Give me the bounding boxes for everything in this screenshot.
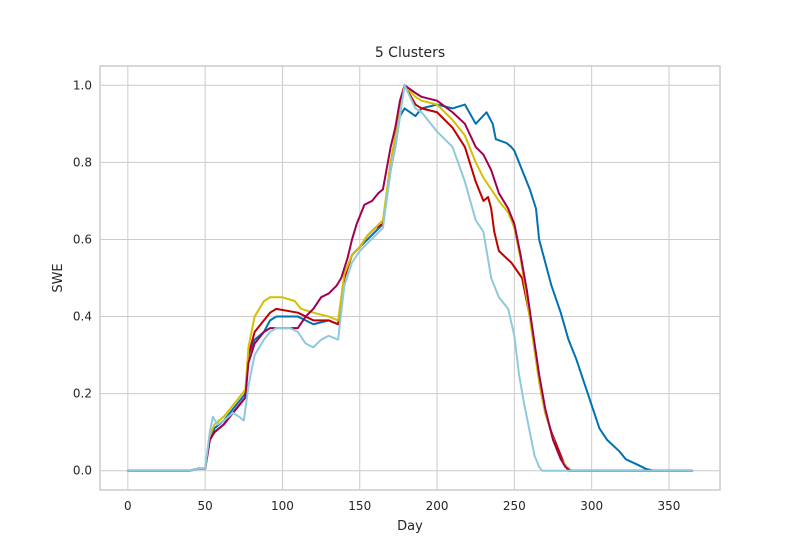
x-tick-label: 50 [197, 499, 212, 513]
y-tick-label: 1.0 [73, 78, 92, 92]
x-tick-label: 0 [124, 499, 132, 513]
grid [100, 66, 720, 490]
series-line-5 [126, 84, 694, 472]
y-tick-label: 0.0 [73, 464, 92, 478]
y-tick-label: 0.8 [73, 155, 92, 169]
x-tick-label: 100 [271, 499, 294, 513]
series-line-2 [126, 84, 694, 472]
x-tick-label: 300 [580, 499, 603, 513]
series-group [126, 84, 694, 472]
chart-title: 5 Clusters [375, 45, 445, 61]
series-line-3 [126, 84, 694, 472]
x-tick-label: 250 [503, 499, 526, 513]
x-axis-ticks: 0 50 100 150 200 250 300 350 [124, 499, 680, 513]
y-tick-label: 0.6 [73, 232, 92, 246]
series-line-1 [126, 103, 694, 472]
x-tick-label: 150 [348, 499, 371, 513]
x-axis-label: Day [397, 519, 423, 534]
plot-area-frame [99, 65, 721, 491]
y-tick-label: 0.2 [73, 387, 92, 401]
y-axis-ticks: 0.0 0.2 0.4 0.6 0.8 1.0 [73, 78, 92, 477]
x-tick-label: 350 [658, 499, 681, 513]
y-axis-label: SWE [51, 263, 66, 292]
y-tick-label: 0.4 [73, 310, 92, 324]
series-line-4 [126, 84, 694, 472]
x-tick-label: 200 [426, 499, 449, 513]
